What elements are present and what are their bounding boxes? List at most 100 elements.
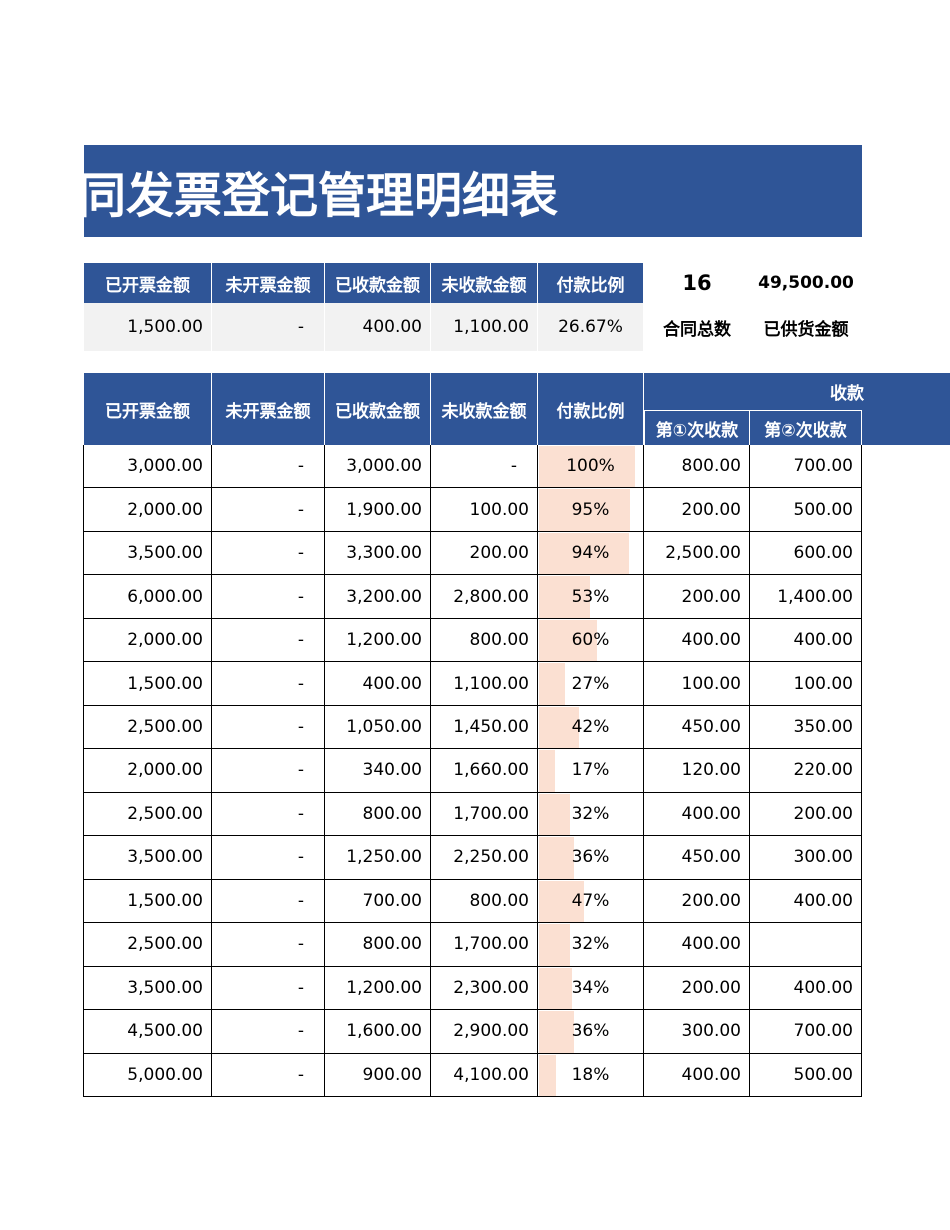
ratio-cell: 94%	[538, 531, 644, 576]
cell: 2,000.00	[84, 488, 212, 532]
data-bar	[539, 446, 635, 488]
cell: 1,200.00	[325, 618, 431, 663]
cell: -	[212, 966, 325, 1011]
cell: 1,100.00	[431, 662, 538, 706]
summary-cell: 1,500.00	[84, 303, 212, 351]
cell: 800.00	[431, 879, 538, 924]
cell: 300.00	[644, 1010, 750, 1054]
summary-header: 已收款金额	[325, 263, 431, 303]
group-fill	[862, 410, 950, 445]
cell: 2,000.00	[84, 618, 212, 663]
summary-cell: 26.67%	[538, 303, 644, 351]
ratio-cell: 53%	[538, 575, 644, 619]
data-bar	[539, 619, 597, 662]
summary-cell: 400.00	[325, 303, 431, 351]
cell: 340.00	[325, 749, 431, 793]
ratio-cell: 42%	[538, 705, 644, 750]
summary-header: 未收款金额	[431, 263, 538, 303]
cell: 120.00	[644, 749, 750, 793]
data-bar	[539, 967, 572, 1010]
cell: 2,250.00	[431, 836, 538, 880]
cell: -	[212, 923, 325, 967]
cell: -	[212, 1010, 325, 1054]
ratio-cell: 17%	[538, 749, 644, 793]
cell: 400.00	[750, 966, 862, 1011]
cell: 2,500.00	[644, 531, 750, 576]
cell: 200.00	[431, 531, 538, 576]
cell: 2,500.00	[84, 705, 212, 750]
cell: 2,500.00	[84, 792, 212, 837]
cell: 200.00	[644, 966, 750, 1011]
cell: 3,300.00	[325, 531, 431, 576]
cell: 6,000.00	[84, 575, 212, 619]
group-header: 收款	[644, 373, 950, 410]
ratio-cell: 95%	[538, 488, 644, 532]
cell: 5,000.00	[84, 1053, 212, 1097]
cell: 3,500.00	[84, 836, 212, 880]
cell: 700.00	[325, 879, 431, 924]
data-bar	[539, 1054, 557, 1096]
cell	[750, 923, 862, 967]
cell: -	[431, 445, 538, 489]
title-bar: 同发票登记管理明细表	[84, 145, 862, 237]
cell: 100.00	[644, 662, 750, 706]
cell: 400.00	[644, 618, 750, 663]
cell: 450.00	[644, 705, 750, 750]
cell: 600.00	[750, 531, 862, 576]
stat-value: 16	[682, 271, 712, 295]
cell: 400.00	[750, 879, 862, 924]
cell: 3,500.00	[84, 531, 212, 576]
ratio-cell: 36%	[538, 1010, 644, 1054]
ratio-cell: 32%	[538, 923, 644, 967]
ratio-cell: 27%	[538, 662, 644, 706]
cell: 700.00	[750, 1010, 862, 1054]
table-left-border	[83, 445, 84, 1097]
cell: 1,050.00	[325, 705, 431, 750]
cell: 1,900.00	[325, 488, 431, 532]
data-bar	[539, 924, 570, 966]
cell: 1,250.00	[325, 836, 431, 880]
data-bar	[539, 576, 590, 618]
data-bar	[539, 532, 630, 575]
cell: 350.00	[750, 705, 862, 750]
cell: 1,700.00	[431, 792, 538, 837]
summary-cell: -	[212, 303, 325, 351]
cell: 1,660.00	[431, 749, 538, 793]
ratio-cell: 32%	[538, 792, 644, 837]
cell: -	[212, 1053, 325, 1097]
cell: 100.00	[431, 488, 538, 532]
title: 同发票登记管理明细表	[84, 168, 559, 224]
cell: 1,700.00	[431, 923, 538, 967]
cell: -	[212, 445, 325, 489]
cell: 300.00	[750, 836, 862, 880]
summary-cell: 1,100.00	[431, 303, 538, 351]
ratio-cell: 36%	[538, 836, 644, 880]
cell: 4,100.00	[431, 1053, 538, 1097]
table-header: 已收款金额	[325, 373, 431, 445]
cell: -	[212, 662, 325, 706]
cell: 400.00	[644, 1053, 750, 1097]
cell: 1,500.00	[84, 662, 212, 706]
table-header: 付款比例	[538, 373, 644, 445]
cell: 1,600.00	[325, 1010, 431, 1054]
cell: 900.00	[325, 1053, 431, 1097]
sub-header: 第①次收款	[644, 410, 750, 445]
ratio-cell: 100%	[538, 445, 644, 489]
cell: 400.00	[325, 662, 431, 706]
cell: 1,400.00	[750, 575, 862, 619]
cell: -	[212, 792, 325, 837]
data-bar	[539, 880, 585, 923]
cell: 500.00	[750, 1053, 862, 1097]
summary-header: 付款比例	[538, 263, 644, 303]
data-bar	[539, 489, 631, 531]
ratio-cell: 34%	[538, 966, 644, 1011]
stat-label: 已供货金额	[763, 319, 849, 340]
ratio-cell: 47%	[538, 879, 644, 924]
cell: 200.00	[644, 879, 750, 924]
cell: -	[212, 531, 325, 576]
cell: 800.00	[431, 618, 538, 663]
cell: 2,300.00	[431, 966, 538, 1011]
cell: -	[212, 836, 325, 880]
cell: -	[212, 705, 325, 750]
